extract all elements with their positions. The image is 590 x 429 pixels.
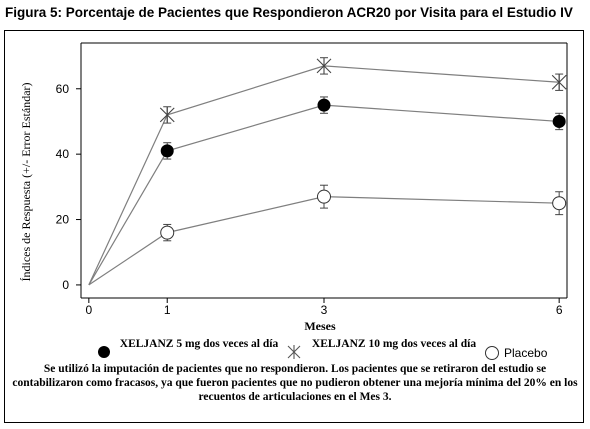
y-tick-label: 20 [56,213,70,227]
data-point-xeljanz-5mg [552,114,566,128]
figure-title: Figura 5: Porcentaje de Pacientes que Re… [5,5,573,20]
data-point-xeljanz-10mg [159,106,175,123]
data-markers [159,57,567,240]
x-tick-label: 3 [321,303,328,317]
data-point-xeljanz-5mg [160,144,174,158]
legend-symbol-xeljanz-5mg [98,346,110,358]
x-tick-label: 6 [556,303,563,317]
figure-frame [4,30,584,423]
error-bars [163,57,564,242]
y-tick-label: 60 [56,82,70,96]
data-point-placebo [160,225,175,240]
y-tick-label: 0 [62,278,69,292]
x-tick-label: 0 [85,303,92,317]
data-point-xeljanz-5mg [317,98,331,112]
data-point-xeljanz-10mg [316,57,332,74]
series-line-3 [88,196,560,286]
x-axis-label: Meses [304,319,336,333]
series-line-1 [88,104,560,286]
data-point-placebo [317,189,331,204]
series-line-2 [88,65,560,286]
data-point-placebo [552,196,567,211]
x-tick-label: 1 [164,303,171,317]
legend-label-xeljanz-10mg: XELJANZ 10 mg dos veces al día [311,338,477,350]
data-point-xeljanz-10mg [551,74,567,91]
legend-symbol-xeljanz-10mg [287,345,301,359]
legend-label-placebo: Placebo [504,346,548,360]
y-axis-label: Índices de Respuesta (+/- Error Estándar… [19,82,33,281]
footnote: Se utilizó la imputación de pacientes qu… [12,363,578,403]
legend-label-xeljanz-5mg: XELJANZ 5 mg dos veces al día [119,338,279,350]
legend-symbol-placebo [485,346,499,360]
y-tick-label: 40 [56,147,70,161]
series-lines [88,65,560,286]
